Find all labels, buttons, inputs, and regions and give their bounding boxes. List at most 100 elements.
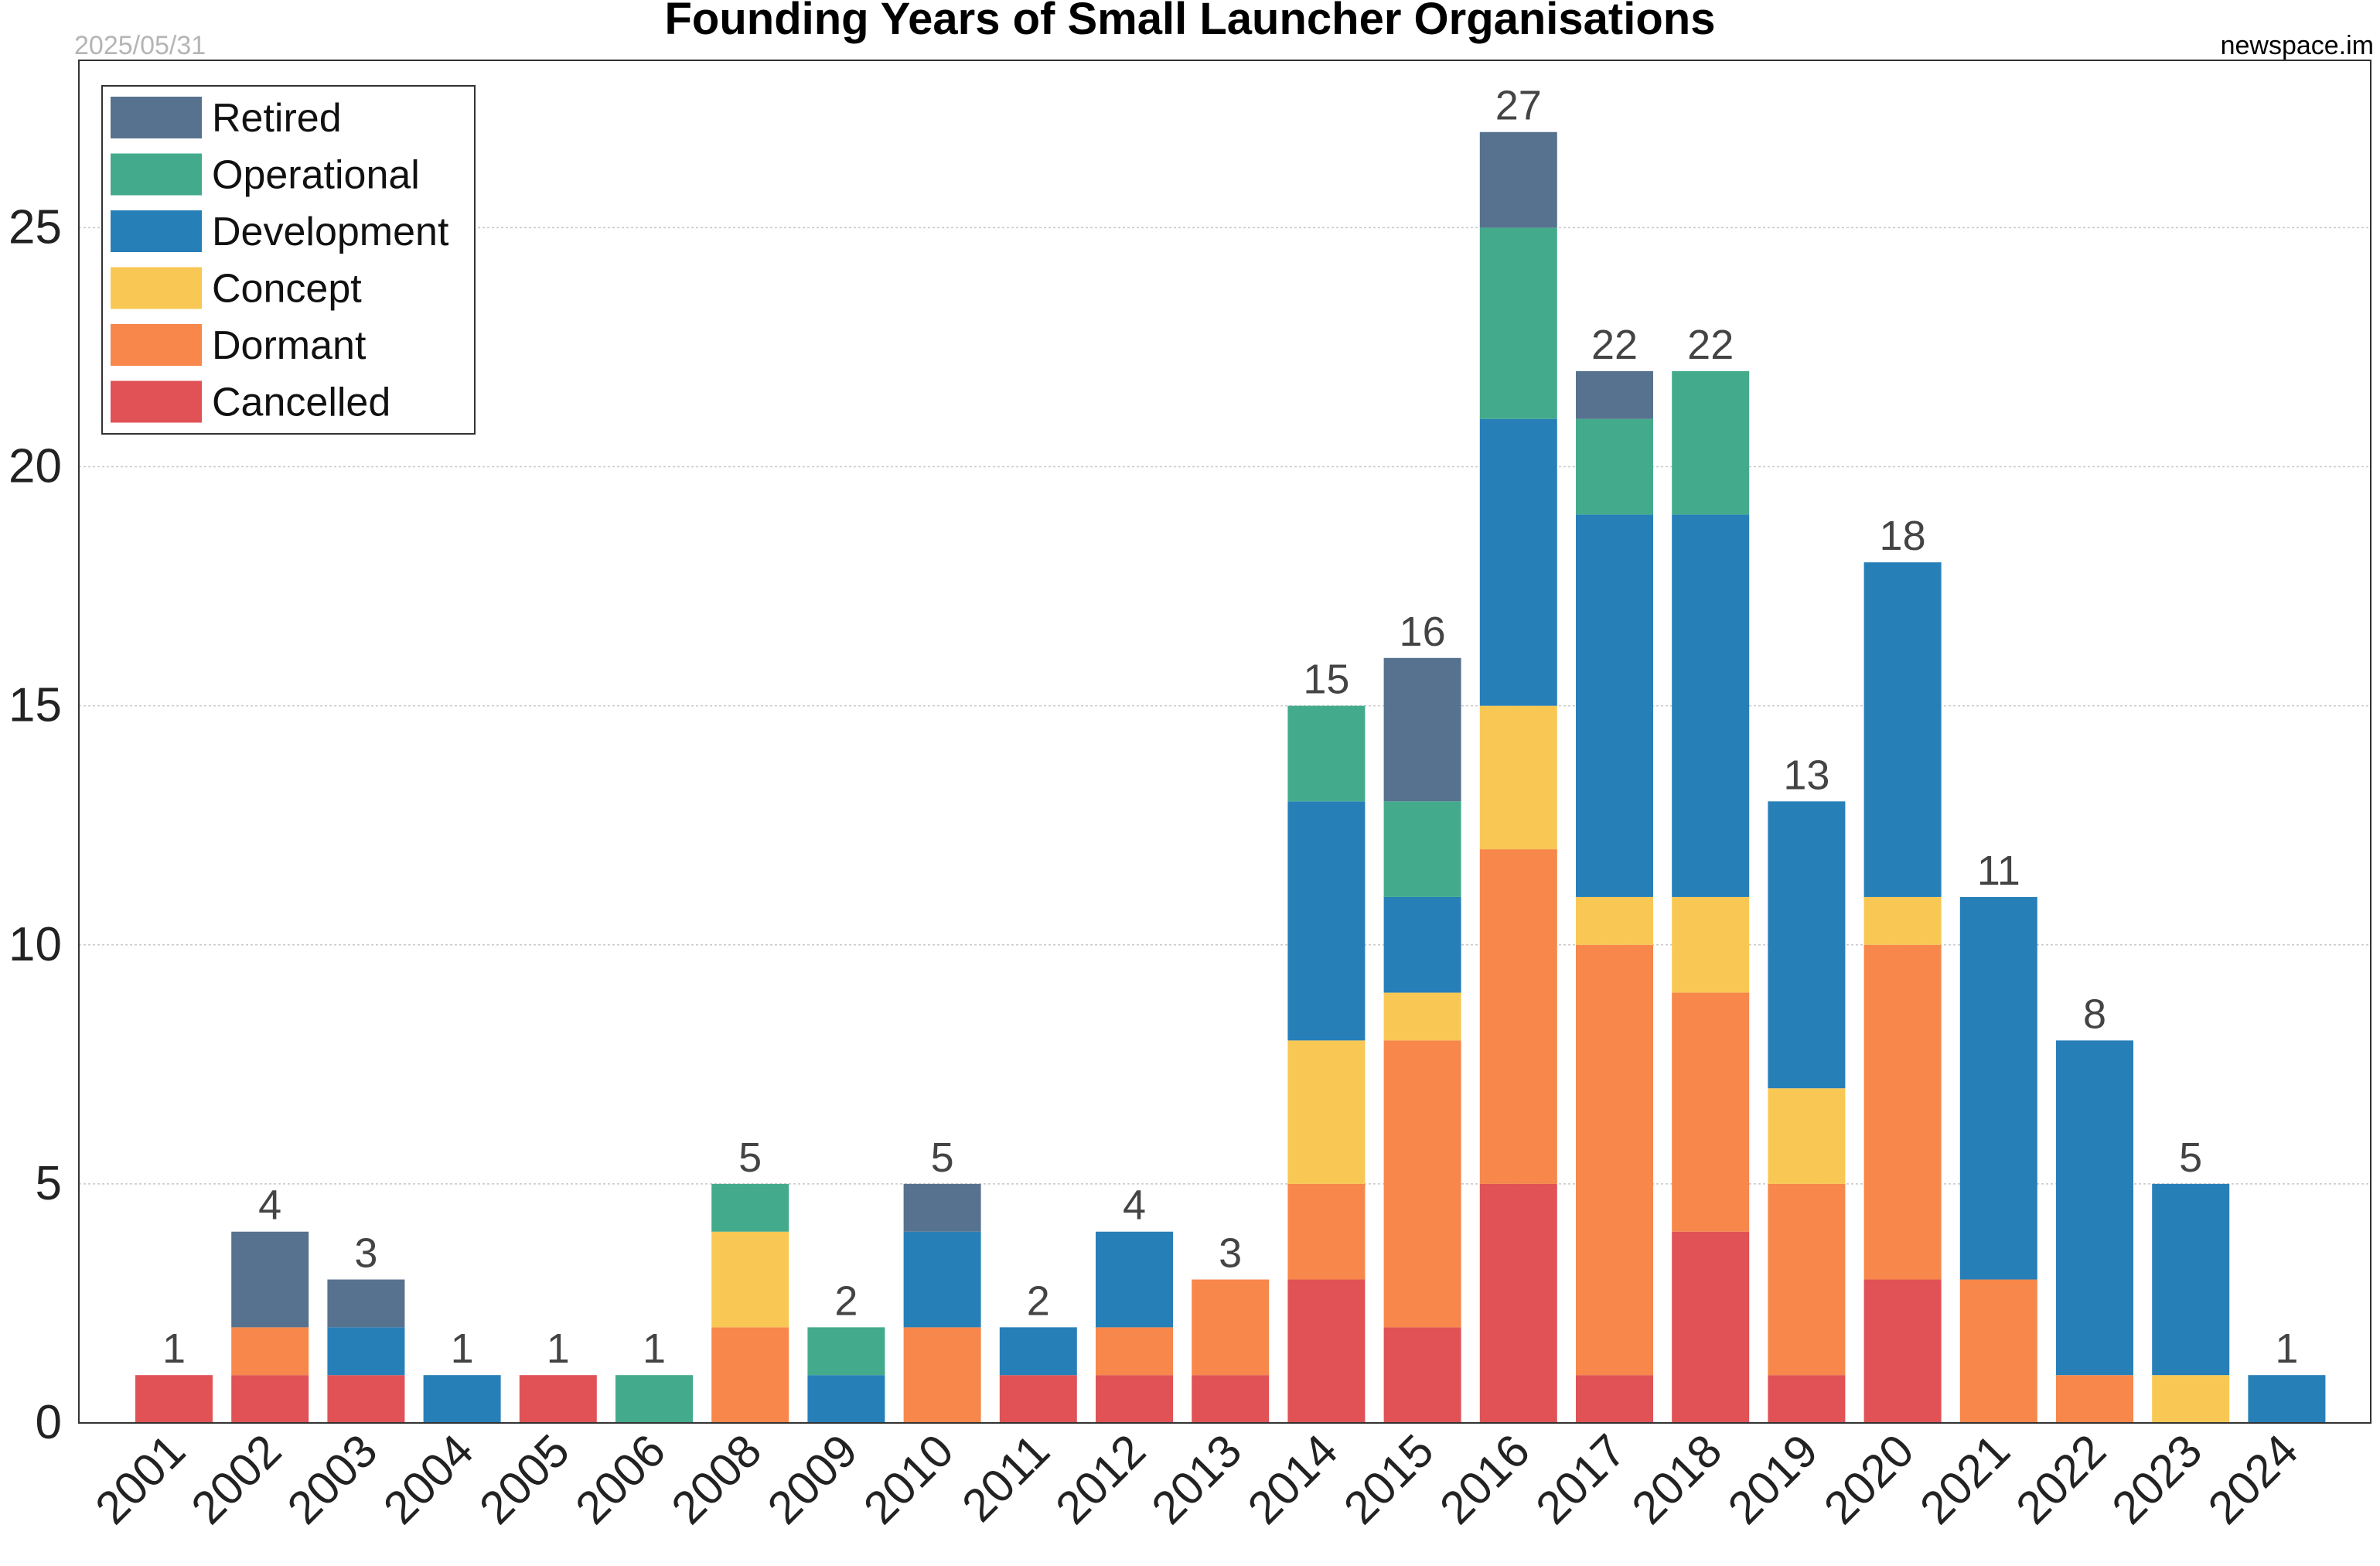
bar-segment-development-2018 <box>1672 514 1750 897</box>
x-tick-label-2022: 2022 <box>2006 1424 2116 1534</box>
y-tick-label: 15 <box>9 679 62 732</box>
total-label-2018: 22 <box>1687 322 1734 368</box>
bar-segment-dormant-2010 <box>903 1327 981 1423</box>
bar-segment-concept-2014 <box>1287 1040 1366 1184</box>
bar-segment-dormant-2008 <box>711 1327 789 1423</box>
bar-segment-concept-2015 <box>1383 992 1461 1041</box>
legend-box <box>101 85 476 435</box>
total-label-2008: 5 <box>738 1134 762 1181</box>
grid-lines <box>79 227 2371 1185</box>
bar-segment-cancelled-2019 <box>1768 1375 1846 1423</box>
bar-segment-cancelled-2012 <box>1096 1375 1173 1423</box>
bar-segment-development-2011 <box>999 1327 1077 1376</box>
bar-segment-dormant-2017 <box>1576 944 1653 1376</box>
legend-label-operational: Operational <box>212 153 420 198</box>
total-label-2023: 5 <box>2179 1134 2202 1181</box>
x-tick-label-2024: 2024 <box>2198 1424 2308 1534</box>
bar-segment-cancelled-2017 <box>1576 1375 1653 1423</box>
bar-segment-concept-2008 <box>711 1231 789 1328</box>
legend-label-cancelled: Cancelled <box>212 380 390 425</box>
plot-frame <box>78 60 2371 1424</box>
x-tick-label-2006: 2006 <box>565 1424 675 1534</box>
legend-swatch-concept <box>111 267 202 309</box>
x-tick-label-2004: 2004 <box>373 1424 483 1534</box>
chart-source: newspace.im <box>2221 31 2374 60</box>
total-label-2014: 15 <box>1303 657 1349 703</box>
x-tick-label-2009: 2009 <box>758 1424 868 1534</box>
bar-segment-operational-2016 <box>1479 227 1557 419</box>
x-tick-label-2011: 2011 <box>952 1424 1059 1532</box>
bar-segment-dormant-2018 <box>1672 992 1750 1232</box>
bar-segment-cancelled-2018 <box>1672 1231 1750 1423</box>
x-tick-label-2003: 2003 <box>278 1424 387 1534</box>
x-tick-label-2014: 2014 <box>1238 1424 1348 1534</box>
chart-date: 2025/05/31 <box>74 31 206 60</box>
bar-segment-operational-2009 <box>807 1327 885 1376</box>
total-label-2003: 3 <box>354 1230 377 1277</box>
y-tick-label: 10 <box>9 918 62 971</box>
bar-segment-dormant-2021 <box>1959 1279 2037 1423</box>
x-tick-label-2008: 2008 <box>662 1424 772 1534</box>
y-tick-label: 25 <box>9 200 62 254</box>
total-label-2021: 11 <box>1977 848 2020 894</box>
y-tick-label: 0 <box>36 1396 62 1449</box>
total-label-2001: 1 <box>162 1325 186 1372</box>
bar-segment-dormant-2016 <box>1479 849 1557 1184</box>
bar-segment-operational-2006 <box>615 1375 693 1423</box>
bar-segment-development-2020 <box>1863 562 1942 897</box>
bar-segment-dormant-2020 <box>1863 944 1942 1280</box>
bar-segment-development-2010 <box>903 1231 981 1328</box>
bar-segment-retired-2017 <box>1576 370 1653 419</box>
bar-segment-operational-2014 <box>1287 705 1366 802</box>
x-tick-label-2016: 2016 <box>1430 1424 1539 1534</box>
total-label-2006: 1 <box>643 1325 666 1372</box>
bar-segment-development-2023 <box>2152 1183 2230 1376</box>
total-label-2005: 1 <box>547 1325 570 1372</box>
bar-segment-development-2014 <box>1287 801 1366 1041</box>
total-label-2017: 22 <box>1591 322 1638 368</box>
total-label-2011: 2 <box>1027 1278 1050 1324</box>
legend-swatch-dormant <box>111 324 202 366</box>
total-label-2016: 27 <box>1495 83 1542 129</box>
legend: Retired Operational Development Concept Dorm… <box>101 85 476 435</box>
x-tick-label-2010: 2010 <box>854 1424 963 1534</box>
bar-segment-operational-2015 <box>1383 801 1461 897</box>
y-axis-ticks: 0 5 10 15 20 25 <box>9 200 62 1449</box>
bar-segment-concept-2019 <box>1768 1088 1846 1184</box>
bar-segment-retired-2002 <box>231 1231 309 1328</box>
x-tick-label-2021: 2021 <box>1910 1424 2020 1534</box>
bar-segment-cancelled-2016 <box>1479 1183 1557 1423</box>
x-tick-label-2018: 2018 <box>1622 1424 1732 1534</box>
bar-segment-dormant-2012 <box>1096 1327 1173 1376</box>
bar-segment-cancelled-2011 <box>999 1375 1077 1423</box>
bar-segment-development-2022 <box>2056 1040 2133 1376</box>
bar-segment-concept-2017 <box>1576 896 1653 945</box>
bar-segment-development-2021 <box>1959 896 2037 1280</box>
legend-label-retired: Retired <box>212 96 342 141</box>
bar-segment-concept-2016 <box>1479 705 1557 850</box>
bar-segment-development-2003 <box>327 1327 405 1376</box>
x-tick-label-2019: 2019 <box>1718 1424 1828 1534</box>
bar-segment-operational-2018 <box>1672 370 1750 515</box>
bars-group <box>135 131 2326 1423</box>
x-tick-label-2015: 2015 <box>1334 1424 1444 1534</box>
chart-title: Founding Years of Small Launcher Organis… <box>665 0 1716 44</box>
bar-segment-cancelled-2003 <box>327 1375 405 1423</box>
total-label-2012: 4 <box>1123 1182 1146 1229</box>
bar-segment-development-2004 <box>423 1375 501 1423</box>
x-tick-label-2001: 2001 <box>85 1424 195 1534</box>
bar-segment-development-2017 <box>1576 514 1653 897</box>
legend-swatch-operational <box>111 153 202 196</box>
bar-segment-development-2019 <box>1768 801 1846 1089</box>
total-label-2020: 18 <box>1880 513 1926 559</box>
bar-segment-cancelled-2015 <box>1383 1327 1461 1423</box>
bar-segment-development-2024 <box>2248 1375 2326 1423</box>
x-axis-ticks: 2001200220032004200520062008200920102011… <box>85 1424 2307 1534</box>
total-label-2019: 13 <box>1783 752 1829 798</box>
bar-segment-cancelled-2013 <box>1192 1375 1270 1423</box>
bar-segment-cancelled-2020 <box>1863 1279 1942 1423</box>
bar-segment-operational-2017 <box>1576 418 1653 515</box>
x-tick-label-2023: 2023 <box>2102 1424 2212 1534</box>
legend-swatch-development <box>111 210 202 252</box>
